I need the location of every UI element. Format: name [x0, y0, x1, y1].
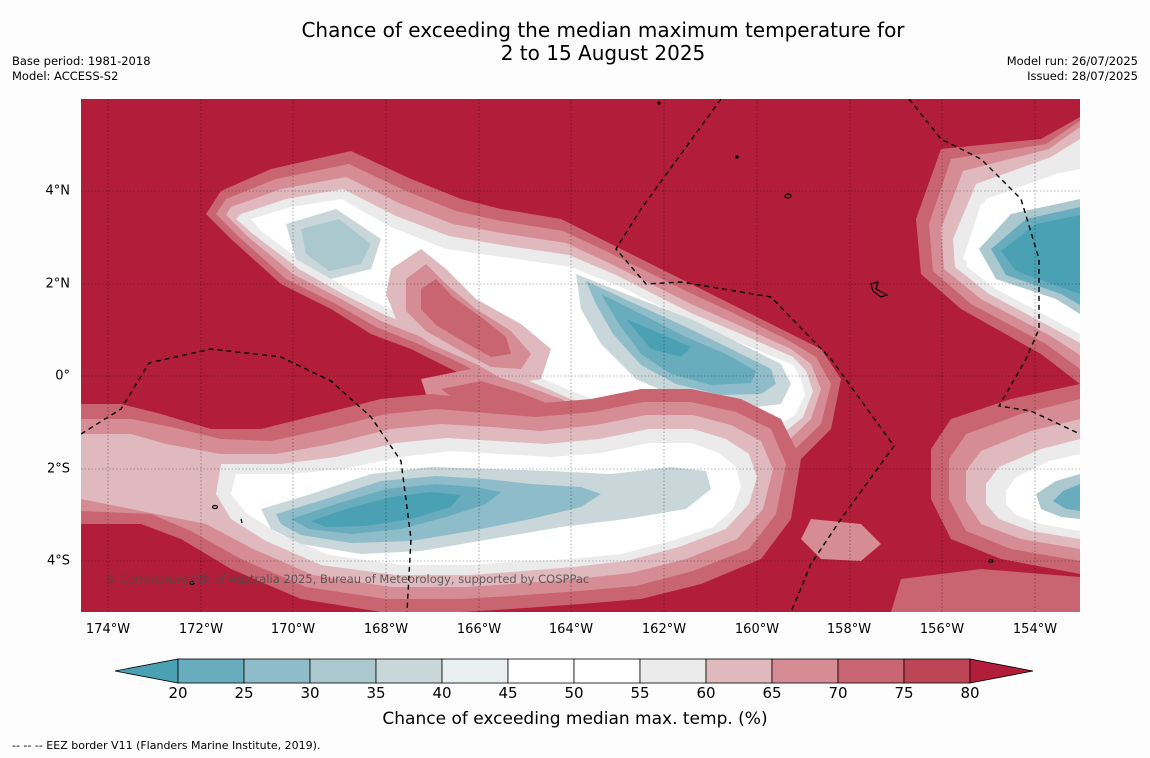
chart-title: Chance of exceeding the median maximum t…: [0, 19, 1150, 65]
lon-tick-label: 160°W: [734, 622, 780, 637]
colorbar-tick-label: 35: [366, 684, 386, 702]
lon-tick-label: 172°W: [178, 622, 224, 637]
colorbar-tick-label: 50: [564, 684, 584, 702]
graticule: [81, 99, 1080, 612]
lon-tick-label: 166°W: [456, 622, 502, 637]
eez-border-line: [81, 348, 412, 612]
copyright-notice: © Commonwealth of Australia 2025, Bureau…: [105, 572, 590, 586]
lat-tick-label: 4°N: [45, 183, 71, 199]
island-outline: [734, 155, 740, 159]
issued-text: Issued: 28/07/2025: [1027, 69, 1138, 83]
lat-tick-label: 0°: [55, 368, 70, 384]
colorbar-tick-label: 75: [894, 684, 914, 702]
colorbar-tick-label: 20: [168, 684, 188, 702]
island-outline: [784, 193, 792, 199]
lon-tick-label: 164°W: [548, 622, 594, 637]
colorbar-extend-low: [114, 658, 179, 684]
map-canvas: [81, 99, 1080, 612]
colorbar-tick-label: 25: [234, 684, 254, 702]
lon-tick-label: 158°W: [826, 622, 872, 637]
lon-tick-label: 174°W: [85, 622, 131, 637]
colorbar-segment: [177, 658, 245, 684]
colorbar: [114, 657, 1037, 685]
lat-tick-label: 4°S: [46, 553, 70, 569]
colorbar-tick-label: 55: [630, 684, 650, 702]
title-line-2: 2 to 15 August 2025: [500, 41, 706, 65]
eez-border-line: [615, 99, 895, 612]
colorbar-segment: [375, 658, 443, 684]
model-run-info: Model run: 26/07/2025 Issued: 28/07/2025: [1007, 54, 1138, 84]
island-outline: [240, 518, 243, 524]
base-period-text: Base period: 1981-2018: [12, 54, 151, 68]
colorbar-extend-high: [969, 658, 1034, 684]
base-period-info: Base period: 1981-2018 Model: ACCESS-S2: [12, 54, 151, 84]
eez-border-line: [908, 99, 1080, 435]
colorbar-segment: [771, 658, 839, 684]
contour-region-southwest: [81, 389, 801, 612]
colorbar-segment: [441, 658, 509, 684]
contour-region-northeast: [916, 117, 1080, 384]
model-text: Model: ACCESS-S2: [12, 69, 119, 83]
lon-tick-label: 156°W: [919, 622, 965, 637]
colorbar-tick-label: 30: [300, 684, 320, 702]
eez-legend-note: -- -- -- EEZ border V11 (Flanders Marine…: [12, 739, 321, 752]
colorbar-label: Chance of exceeding median max. temp. (%…: [382, 709, 768, 729]
colorbar-tick-label: 80: [960, 684, 980, 702]
colorbar-segment: [837, 658, 905, 684]
colorbar-tick-label: 65: [762, 684, 782, 702]
colorbar-segment: [507, 658, 575, 684]
island-outline: [988, 558, 994, 564]
lat-tick-label: 2°S: [46, 461, 70, 477]
colorbar-segment: [573, 658, 641, 684]
colorbar-segment: [705, 658, 773, 684]
lon-tick-label: 170°W: [270, 622, 316, 637]
island-outline: [870, 281, 889, 298]
islands: [189, 101, 994, 586]
model-run-text: Model run: 26/07/2025: [1006, 54, 1138, 68]
colorbar-tick-label: 60: [696, 684, 716, 702]
eez-borders: [81, 99, 1080, 612]
island-outline: [657, 101, 661, 105]
colorbar-tick-label: 45: [498, 684, 518, 702]
island-outline: [189, 580, 195, 586]
colorbar-segment: [309, 658, 377, 684]
title-line-1: Chance of exceeding the median maximum t…: [301, 18, 905, 42]
colorbar-graphic: [114, 658, 1034, 684]
lon-tick-label: 162°W: [641, 622, 687, 637]
contour-region-southeast: [801, 384, 1080, 612]
colorbar-segment: [903, 658, 971, 684]
lat-tick-label: 2°N: [45, 276, 71, 292]
colorbar-segment: [639, 658, 707, 684]
island-outline: [211, 504, 219, 510]
lon-tick-label: 168°W: [363, 622, 409, 637]
lon-tick-label: 154°W: [1012, 622, 1058, 637]
colorbar-tick-label: 70: [828, 684, 848, 702]
probability-map: © Commonwealth of Australia 2025, Bureau…: [81, 99, 1080, 612]
colorbar-tick-label: 40: [432, 684, 452, 702]
colorbar-segment: [243, 658, 311, 684]
